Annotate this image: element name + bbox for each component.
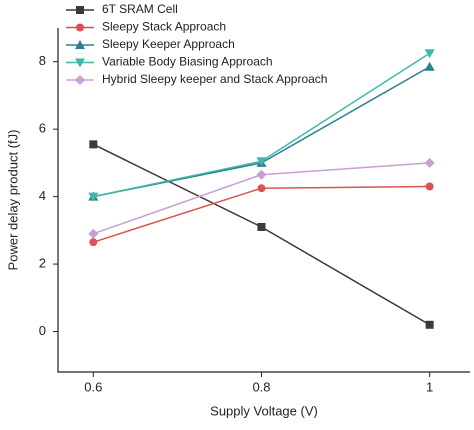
legend-marker xyxy=(76,23,84,32)
marker xyxy=(425,320,434,329)
legend-label: Sleepy Keeper Approach xyxy=(102,37,235,51)
marker xyxy=(88,228,99,239)
x-tick-label: 1 xyxy=(426,379,433,394)
y-tick-label: 6 xyxy=(39,121,46,136)
marker xyxy=(257,222,266,231)
legend-marker xyxy=(75,40,85,49)
x-tick-label: 0.6 xyxy=(84,379,102,394)
marker xyxy=(257,184,266,193)
y-tick-label: 2 xyxy=(39,256,46,271)
marker xyxy=(425,182,434,191)
marker xyxy=(256,157,267,167)
marker xyxy=(424,49,435,59)
y-tick-label: 4 xyxy=(39,188,46,203)
series-line xyxy=(93,185,430,243)
legend-label: Hybrid Sleepy keeper and Stack Approach xyxy=(102,72,327,86)
marker xyxy=(88,192,99,202)
axes xyxy=(57,28,470,373)
marker xyxy=(89,140,98,149)
marker xyxy=(424,157,435,168)
y-axis-label: Power delay product (fJ) xyxy=(5,130,20,271)
marker xyxy=(424,61,435,71)
marker xyxy=(89,238,98,247)
legend-label: Variable Body Biasing Approach xyxy=(102,55,273,69)
legend-label: Sleepy Stack Approach xyxy=(102,20,226,34)
y-tick-label: 0 xyxy=(39,323,46,338)
legend-marker xyxy=(76,6,84,14)
y-tick-label: 8 xyxy=(39,53,46,68)
x-tick-label: 0.8 xyxy=(252,379,270,394)
legend-marker xyxy=(75,75,85,85)
legend-label: 6T SRAM Cell xyxy=(102,2,178,16)
x-axis-label: Supply Voltage (V) xyxy=(210,403,318,418)
legend-marker xyxy=(75,58,85,68)
marker xyxy=(256,169,267,180)
